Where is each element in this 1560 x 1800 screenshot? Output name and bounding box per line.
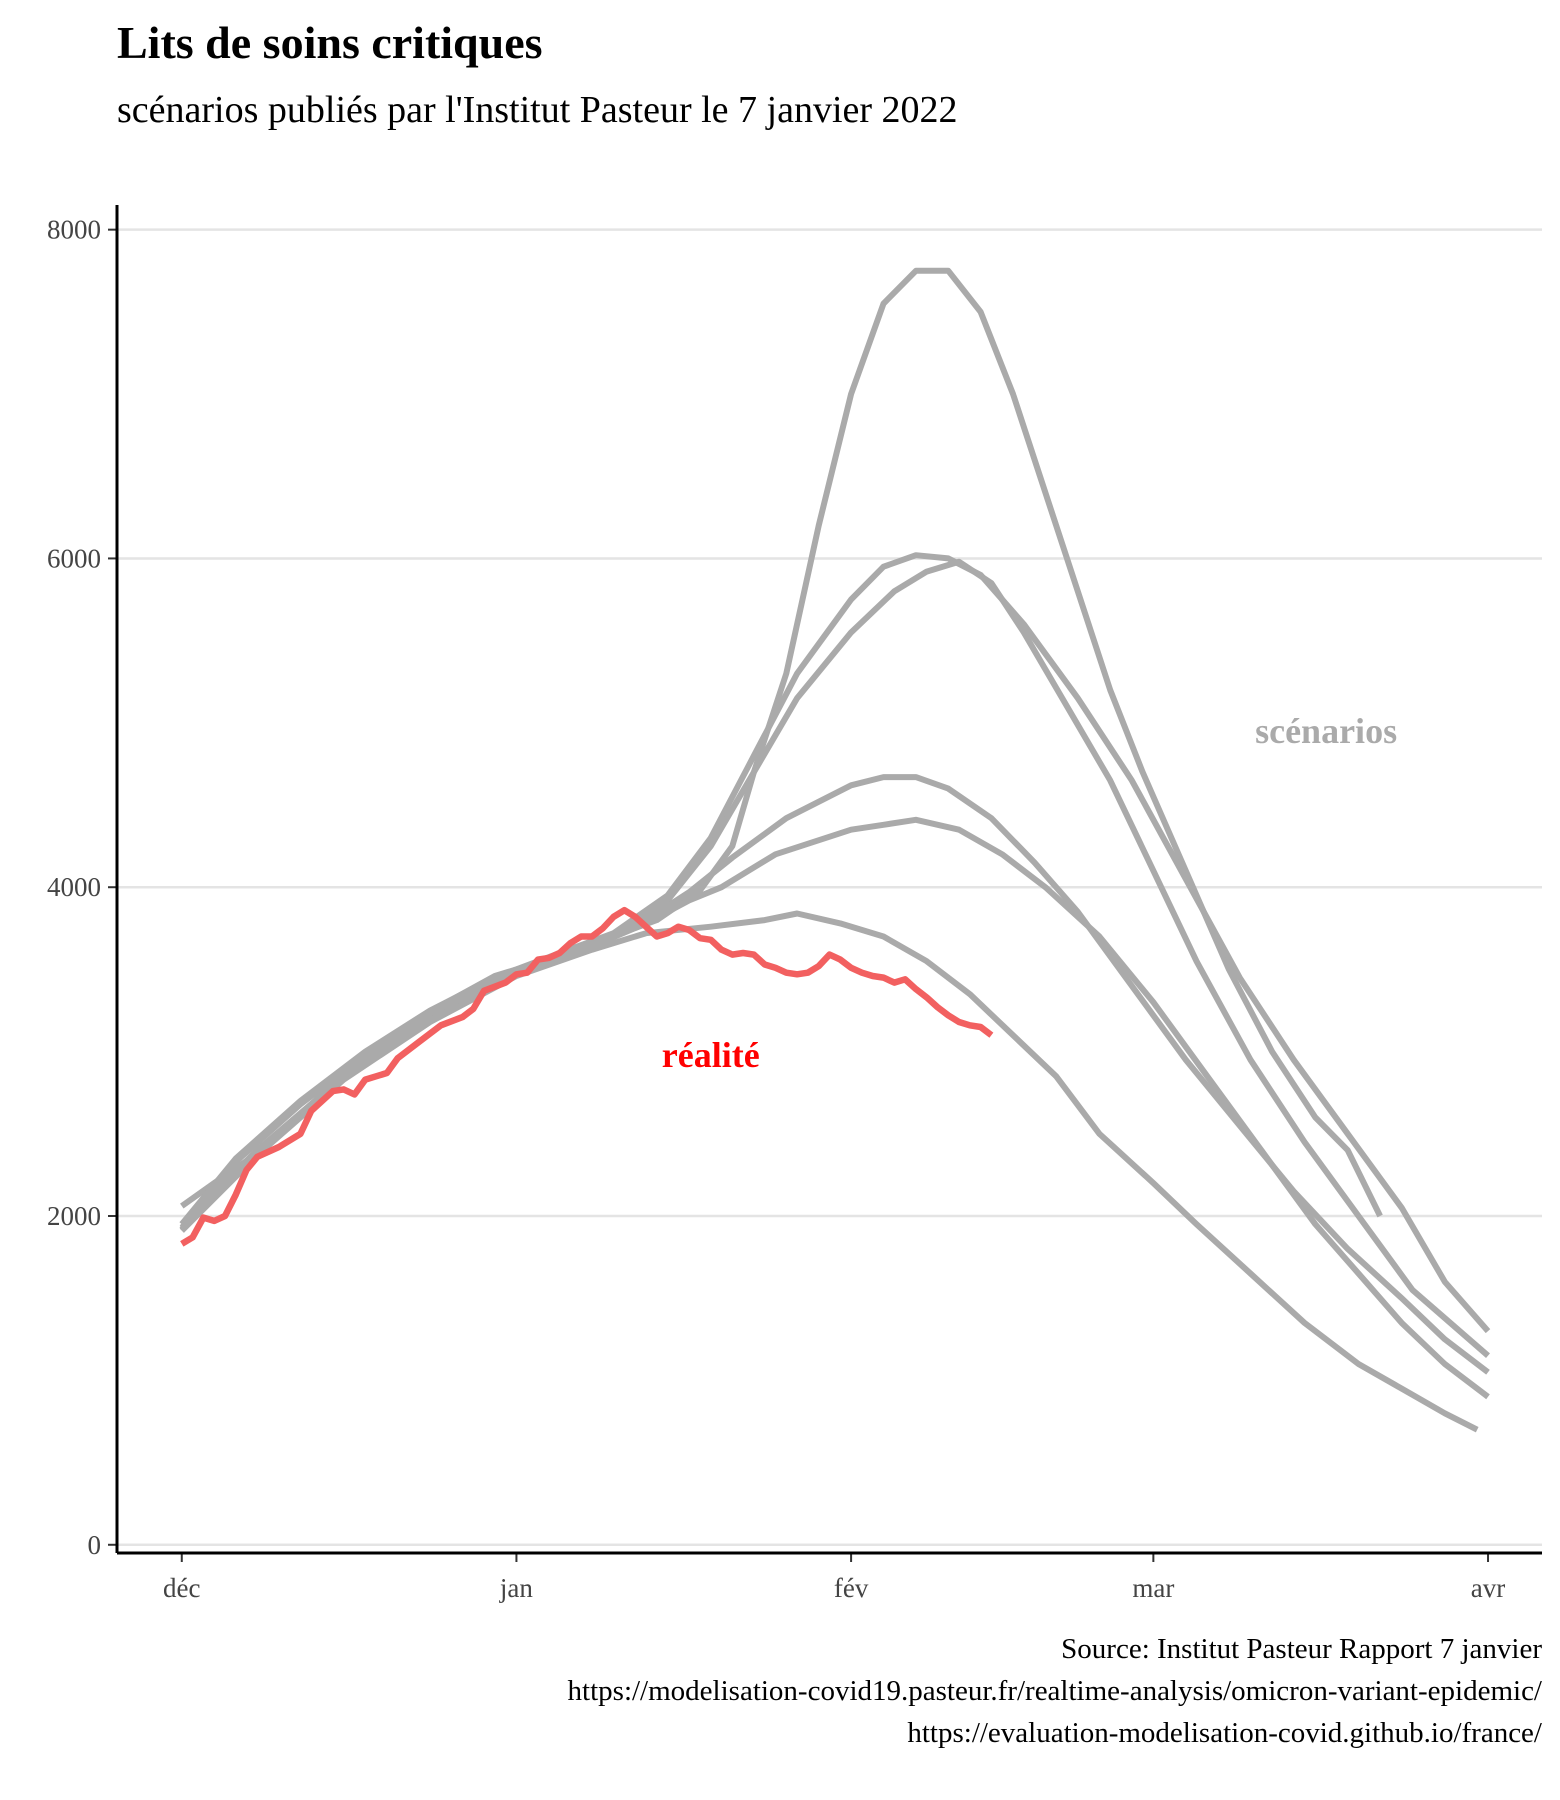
gridlines xyxy=(117,228,1542,1547)
series-line-reality xyxy=(180,906,994,1247)
caption-source: Source: Institut Pasteur Rapport 7 janvi… xyxy=(1061,1633,1542,1665)
x-tick-label: mar xyxy=(1132,1573,1174,1603)
annotation-label-0: scénarios xyxy=(1255,711,1397,751)
chart-plot: 0 2000 4000 6000 8000 déc jan fév mar avr scénari… xyxy=(47,205,1542,1603)
chart-subtitle: scénarios publiés par l'Institut Pasteur… xyxy=(117,89,958,131)
y-tick-label: 6000 xyxy=(47,543,101,573)
y-tick-label: 8000 xyxy=(47,215,101,245)
chart-title: Lits de soins critiques xyxy=(117,17,543,68)
y-tick-label: 2000 xyxy=(47,1201,101,1231)
caption-link-evaluation[interactable]: https://evaluation-modelisation-covid.gi… xyxy=(907,1717,1542,1749)
series-line-scenario-2 xyxy=(179,552,1491,1334)
caption-link-pasteur[interactable]: https://modelisation-covid19.pasteur.fr/… xyxy=(567,1675,1542,1707)
x-tick-label: jan xyxy=(499,1573,533,1603)
x-tick-label: déc xyxy=(163,1573,200,1603)
x-tick-label: avr xyxy=(1471,1573,1505,1603)
y-tick-label: 0 xyxy=(88,1530,102,1560)
series-line-scenario-6 xyxy=(179,910,1479,1433)
y-tick-label: 4000 xyxy=(47,872,101,902)
annotation-label-1: réalité xyxy=(662,1035,760,1075)
series-lines xyxy=(179,267,1491,1433)
annotations: scénarios réalité xyxy=(662,711,1397,1075)
series-line-scenario-3 xyxy=(179,558,1490,1358)
x-tick-label: fév xyxy=(834,1573,869,1603)
axes: 0 2000 4000 6000 8000 déc jan fév mar avr xyxy=(47,205,1542,1603)
